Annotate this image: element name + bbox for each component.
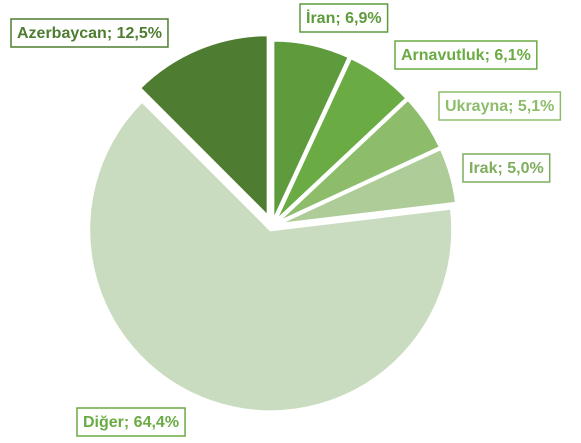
pie-slice xyxy=(137,33,270,221)
data-label-box xyxy=(462,153,551,183)
data-label: Diğer; 64,4% xyxy=(83,414,179,431)
data-label-box xyxy=(299,3,389,33)
data-label-box xyxy=(76,407,186,437)
pie-slice xyxy=(87,98,455,414)
data-label: Azerbaycan; 12,5% xyxy=(17,25,162,42)
data-label: İran; 6,9% xyxy=(306,9,382,27)
data-label-box xyxy=(438,91,562,121)
pie-slice xyxy=(271,38,352,223)
pie-slice xyxy=(275,146,459,227)
data-label-box xyxy=(394,40,538,70)
data-label: Irak; 5,0% xyxy=(469,160,544,177)
data-label: Arnavutluk; 6,1% xyxy=(401,47,531,64)
data-label: Ukrayna; 5,1% xyxy=(445,98,554,115)
data-label-box xyxy=(10,18,169,48)
